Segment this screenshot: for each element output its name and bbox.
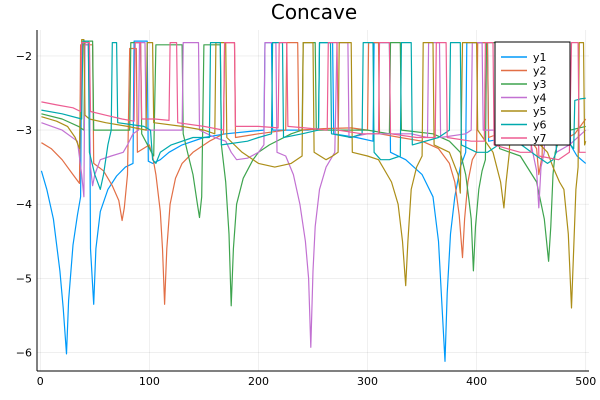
- legend-label-y1: y1: [533, 51, 547, 64]
- y-tick-labels: −6 −5 −4 −3 −2: [16, 50, 32, 360]
- series-line-y7: [41, 41, 586, 161]
- axes: [36, 30, 589, 372]
- legend-box: [494, 41, 571, 146]
- y-tick-label: −4: [16, 198, 32, 211]
- x-tick-labels: 0 100 200 300 400 500: [37, 375, 596, 388]
- chart-title: Concave: [271, 0, 357, 24]
- y-tick-label: −5: [16, 272, 32, 285]
- series-line-y6: [41, 40, 586, 190]
- x-tick-label: 200: [248, 375, 269, 388]
- y-tick-label: −6: [16, 346, 32, 359]
- x-tick-label: 100: [139, 375, 160, 388]
- legend-label-y4: y4: [533, 92, 547, 105]
- series-line-y4: [41, 41, 587, 348]
- legend-label-y7: y7: [533, 132, 547, 145]
- series-lines: [40, 38, 587, 362]
- series-line-y2: [41, 41, 587, 305]
- y-tick-label: −3: [16, 124, 32, 137]
- legend-label-y2: y2: [533, 65, 547, 78]
- y-tick-label: −2: [16, 50, 32, 63]
- legend-label-y3: y3: [533, 78, 547, 91]
- series-line-y5: [41, 38, 587, 309]
- legend-label-y5: y5: [533, 105, 547, 118]
- x-tick-label: 0: [37, 375, 44, 388]
- legend-label-y6: y6: [533, 119, 547, 132]
- x-tick-label: 400: [466, 375, 487, 388]
- x-tick-label: 500: [575, 375, 596, 388]
- x-tick-label: 300: [357, 375, 378, 388]
